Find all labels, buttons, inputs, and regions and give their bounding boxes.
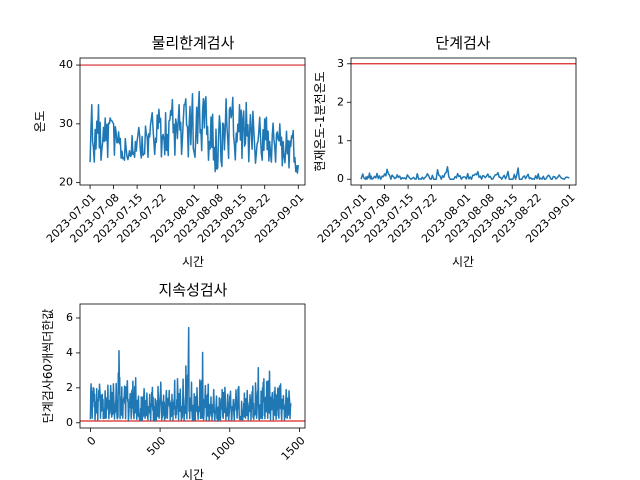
x-axis-label: 시간 [182, 255, 204, 269]
y-tick-label: 0 [66, 416, 73, 429]
y-tick-label: 30 [59, 117, 73, 130]
y-axis-label: 현재온도-1분전온도 [313, 71, 327, 171]
panel-step-check: 단계검사 2023-07-012023-07-082023-07-152023-… [313, 34, 578, 269]
y-tick-label: 2 [66, 381, 73, 394]
x-axis-label: 시간 [452, 255, 474, 269]
y-tick-label: 0 [337, 172, 344, 185]
y-axis: 20 30 40 [59, 58, 80, 189]
panel-physical-limit-check: 물리한계검사 2023-07-012023-07-082023-07-15202… [33, 34, 307, 269]
panel-title: 단계검사 [435, 34, 490, 52]
x-tick-label: 500 [144, 434, 168, 458]
series-line [89, 90, 300, 174]
y-tick-label: 2 [337, 95, 344, 108]
series-line [89, 326, 292, 422]
y-tick-label: 6 [66, 311, 73, 324]
series-group [89, 90, 300, 174]
plot-area-frame [350, 57, 577, 186]
x-tick-label: 1500 [279, 434, 308, 463]
x-axis-label: 시간 [182, 468, 204, 480]
x-axis: 2023-07-012023-07-082023-07-152023-07-22… [315, 185, 578, 245]
y-axis: 0 2 4 6 [66, 311, 80, 429]
x-tick-label: 1000 [209, 434, 238, 463]
plot-area-frame [79, 57, 306, 186]
panel-title: 물리한계검사 [152, 34, 235, 52]
y-axis-label: 온도 [33, 110, 47, 132]
y-tick-label: 1 [337, 134, 344, 147]
series-line [360, 166, 570, 180]
x-tick-label: 0 [85, 434, 99, 448]
series-group [360, 166, 570, 180]
plot-area-frame [79, 303, 306, 429]
y-axis-label: 단계검사60개씩더한값 [41, 309, 55, 424]
y-tick-label: 20 [59, 176, 73, 189]
panel-title: 지속성검사 [158, 281, 227, 299]
y-axis: 0 1 2 3 [337, 57, 351, 185]
x-axis: 2023-07-012023-07-082023-07-152023-07-22… [44, 185, 307, 245]
y-tick-label: 4 [66, 346, 73, 359]
x-axis: 0 500 1000 1500 [85, 428, 308, 463]
y-tick-label: 40 [59, 58, 73, 71]
y-tick-label: 3 [337, 57, 344, 70]
panel-persistence-check: 지속성검사 0 500 1000 1500 0 2 4 6 시간 단계검사60개씩더한값 [41, 281, 308, 480]
series-group [89, 326, 292, 422]
